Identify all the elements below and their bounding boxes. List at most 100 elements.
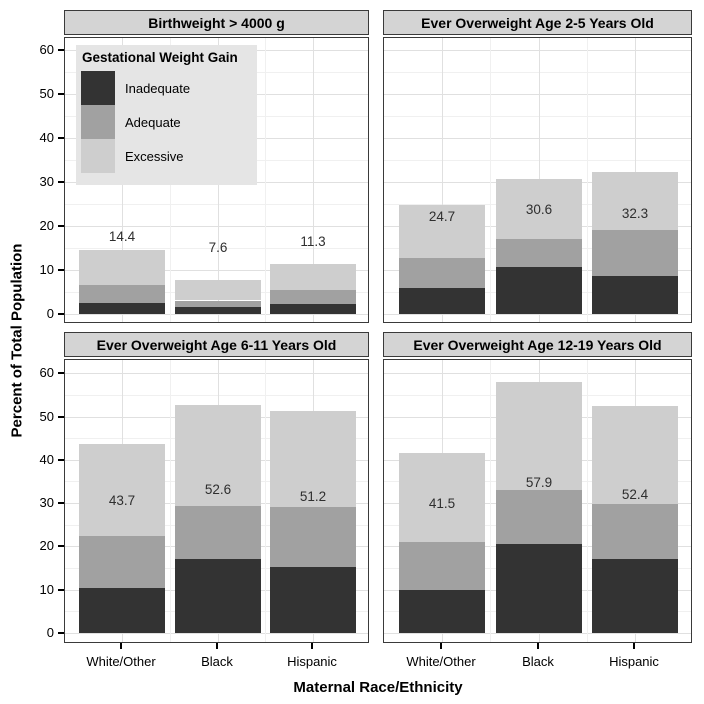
bar-total-label: 11.3 <box>300 234 326 249</box>
bar-segment-excessive <box>592 171 678 231</box>
y-axis-tick <box>58 224 64 227</box>
x-axis-tick <box>440 643 442 649</box>
x-axis-tick-label: Hispanic <box>609 654 659 669</box>
bar-segment-adequate <box>79 284 165 304</box>
bar-total-label: 51.2 <box>299 489 327 504</box>
gridline-major-h <box>65 269 368 271</box>
y-axis-tick-label: 10 <box>39 261 54 277</box>
y-axis-tick <box>58 92 64 95</box>
gridline-minor-v <box>587 38 588 322</box>
y-axis-tick <box>58 415 64 418</box>
bar-total-label: 14.4 <box>108 229 136 244</box>
bar-total-label: 7.6 <box>208 240 228 255</box>
y-axis-tick <box>58 632 64 634</box>
x-axis-tick <box>120 643 122 649</box>
bar-segment-inadequate <box>79 588 165 633</box>
gridline-major-h <box>384 633 691 634</box>
y-axis-tick-label: 50 <box>39 85 54 101</box>
bar-segment-adequate <box>399 258 485 289</box>
gridline-minor-h <box>384 159 691 161</box>
x-axis-tick-label: White/Other <box>86 654 156 669</box>
bar-segment-inadequate <box>496 267 582 314</box>
y-axis-tick <box>58 136 64 139</box>
gridline-major-h <box>384 137 691 139</box>
bar-total-label: 30.6 <box>525 202 553 217</box>
facet-strip-age-2-5: Ever Overweight Age 2-5 Years Old <box>383 10 692 35</box>
bar-segment-adequate <box>592 230 678 276</box>
gridline-major-h <box>384 49 691 51</box>
y-axis-tick <box>58 502 64 505</box>
gridline-minor-h <box>65 203 368 205</box>
legend-swatch-excessive <box>81 139 115 173</box>
x-axis-tick <box>216 643 218 649</box>
gridline-major-v <box>442 38 443 322</box>
facet-title: Birthweight > 4000 g <box>148 14 285 31</box>
bar-segment-excessive <box>270 411 356 508</box>
bar-segment-adequate <box>270 289 356 304</box>
facet-strip-birthweight: Birthweight > 4000 g <box>64 10 369 35</box>
bar-segment-inadequate <box>270 303 356 314</box>
legend-swatch-inadequate <box>81 71 115 105</box>
y-axis-tick-label: 50 <box>39 408 54 424</box>
legend-label-inadequate: Inadequate <box>125 80 191 96</box>
bar-segment-excessive <box>399 205 485 259</box>
bar-total-label: 52.6 <box>204 482 232 497</box>
bar-segment-adequate <box>175 506 261 560</box>
bar-segment-excessive <box>79 443 165 536</box>
gridline-minor-v <box>490 360 491 642</box>
gridline-minor-v <box>490 38 491 322</box>
bar-segment-inadequate <box>592 275 678 314</box>
x-axis-tick-label: White/Other <box>406 654 476 669</box>
bar-segment-adequate <box>79 536 165 589</box>
y-axis-tick-label: 40 <box>39 129 54 145</box>
y-axis-tick <box>58 268 64 271</box>
facet-panel-birthweight: Gestational Weight Gain Inadequate Adequ… <box>64 37 369 323</box>
facet-title: Ever Overweight Age 12-19 Years Old <box>413 336 662 353</box>
gridline-minor-h <box>384 115 691 117</box>
y-axis-tick <box>58 545 64 548</box>
gridline-minor-h <box>65 394 368 396</box>
y-axis-tick-label: 0 <box>46 305 54 321</box>
facet-title: Ever Overweight Age 6-11 Years Old <box>96 336 337 353</box>
y-axis-tick-label: 60 <box>39 41 54 57</box>
bar-segment-excessive <box>399 453 485 542</box>
bar-segment-inadequate <box>270 566 356 633</box>
x-axis-tick-label: Black <box>201 654 233 669</box>
y-axis-tick-label: 60 <box>39 365 54 381</box>
gridline-major-v <box>313 38 314 322</box>
bar-segment-excessive <box>496 382 582 491</box>
y-axis-tick <box>58 372 64 375</box>
gridline-major-h <box>65 633 368 634</box>
bar-segment-adequate <box>399 541 485 591</box>
legend: Gestational Weight Gain Inadequate Adequ… <box>76 45 257 185</box>
facet-strip-age-12-19: Ever Overweight Age 12-19 Years Old <box>383 332 692 357</box>
gridline-major-h <box>384 313 691 315</box>
y-axis-tick-label: 40 <box>39 451 54 467</box>
bar-segment-adequate <box>592 503 678 560</box>
bar-total-label: 43.7 <box>108 493 136 508</box>
y-axis-tick <box>58 588 64 591</box>
bar-total-label: 57.9 <box>525 475 553 490</box>
legend-title: Gestational Weight Gain <box>82 50 238 65</box>
x-axis-tick-label: Black <box>522 654 554 669</box>
y-axis-tick-label: 10 <box>39 581 54 597</box>
legend-label-excessive: Excessive <box>125 148 184 164</box>
bar-segment-inadequate <box>175 559 261 633</box>
bar-segment-adequate <box>496 239 582 268</box>
bar-segment-excessive <box>270 263 356 290</box>
bar-segment-adequate <box>175 300 261 308</box>
gridline-minor-v <box>170 360 171 642</box>
bar-segment-excessive <box>592 406 678 504</box>
y-axis-tick-label: 30 <box>39 173 54 189</box>
bar-segment-inadequate <box>79 303 165 314</box>
bar-segment-inadequate <box>399 288 485 314</box>
bar-segment-inadequate <box>399 590 485 633</box>
bar-segment-inadequate <box>496 543 582 633</box>
x-axis-tick-label: Hispanic <box>287 654 337 669</box>
x-axis-title: Maternal Race/Ethnicity <box>293 679 463 696</box>
facet-panel-age-2-5: 24.7 30.6 32.3 <box>383 37 692 323</box>
y-axis-tick-label: 30 <box>39 495 54 511</box>
y-axis-tick <box>58 458 64 461</box>
bar-segment-excessive <box>496 179 582 240</box>
